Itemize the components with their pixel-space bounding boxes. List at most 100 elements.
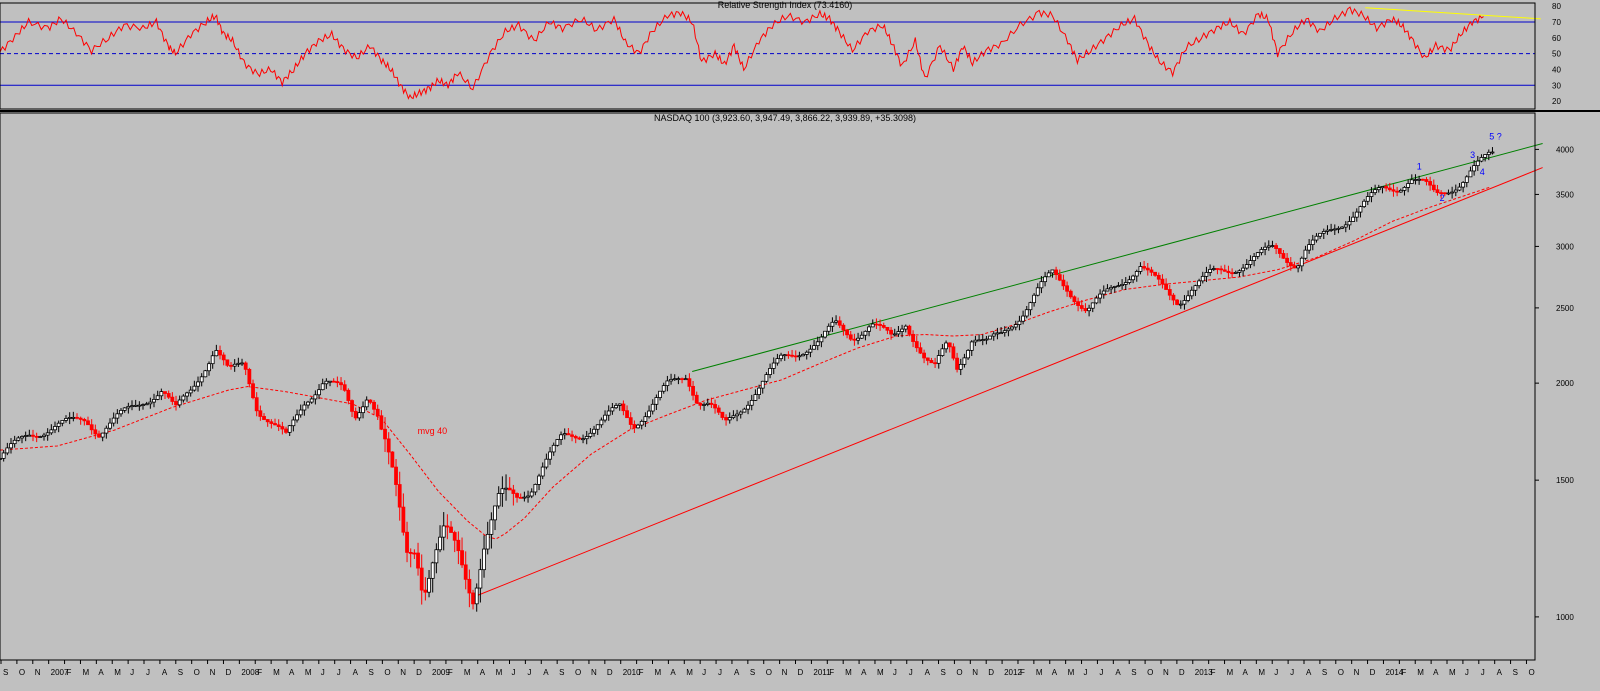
x-tick-label: J bbox=[146, 668, 150, 677]
candle-body bbox=[680, 378, 684, 381]
candle-body bbox=[650, 403, 655, 412]
candle-body bbox=[958, 363, 963, 370]
candle bbox=[1292, 261, 1297, 269]
candle-body bbox=[768, 368, 772, 375]
candle bbox=[632, 420, 637, 433]
x-tick-label: 2007 bbox=[51, 668, 69, 677]
candle bbox=[412, 549, 417, 559]
candle bbox=[20, 435, 24, 444]
candle bbox=[625, 405, 629, 419]
rsi-tick-label: 70 bbox=[1552, 18, 1561, 27]
candle-body bbox=[1204, 272, 1209, 277]
candle bbox=[196, 376, 200, 392]
candle bbox=[1211, 265, 1216, 271]
candle-body bbox=[56, 422, 61, 427]
candle bbox=[383, 417, 387, 452]
price-tick-label: 3000 bbox=[1556, 242, 1574, 251]
candle-body bbox=[742, 408, 747, 413]
candle-body bbox=[790, 354, 794, 357]
candle bbox=[1307, 239, 1312, 254]
candle-body bbox=[801, 354, 805, 357]
candle-body bbox=[188, 389, 193, 394]
candle-body bbox=[1450, 191, 1455, 194]
candle-body bbox=[819, 336, 824, 343]
candle bbox=[584, 430, 589, 445]
candle bbox=[1296, 264, 1301, 273]
candle bbox=[1237, 269, 1242, 277]
x-tick-label: F bbox=[639, 668, 644, 677]
candle-body bbox=[445, 525, 450, 528]
candle bbox=[1142, 260, 1146, 271]
candle-body bbox=[405, 531, 409, 553]
x-tick-label: O bbox=[194, 668, 200, 677]
candle-body bbox=[1043, 276, 1047, 283]
candle-body bbox=[302, 404, 307, 411]
candle bbox=[232, 359, 237, 372]
candle-body bbox=[67, 417, 72, 419]
candle bbox=[1145, 263, 1150, 276]
candle bbox=[1164, 278, 1169, 290]
candle bbox=[1332, 224, 1337, 235]
candle bbox=[834, 315, 838, 325]
candle bbox=[724, 414, 728, 426]
candle-body bbox=[1420, 178, 1425, 181]
candle bbox=[1376, 184, 1381, 193]
candle-body bbox=[709, 402, 714, 405]
candle-body bbox=[1244, 264, 1249, 269]
candle-body bbox=[298, 409, 303, 416]
candle bbox=[918, 342, 923, 355]
candle-body bbox=[658, 390, 662, 398]
candle-body bbox=[885, 326, 890, 331]
candle bbox=[1431, 179, 1436, 193]
candle-body bbox=[863, 330, 868, 336]
candle-body bbox=[698, 402, 703, 406]
candle bbox=[753, 389, 758, 401]
candle bbox=[434, 543, 439, 574]
x-tick-label: O bbox=[575, 668, 581, 677]
candle bbox=[375, 404, 380, 420]
candle-body bbox=[390, 451, 395, 468]
candle-body bbox=[1211, 268, 1216, 270]
candle bbox=[71, 411, 76, 422]
x-tick-label: D bbox=[607, 668, 613, 677]
candle bbox=[1439, 190, 1444, 199]
candle bbox=[1329, 223, 1334, 233]
candle bbox=[317, 384, 321, 400]
candle-body bbox=[1153, 271, 1158, 276]
candle-body bbox=[482, 548, 486, 571]
candle bbox=[23, 431, 28, 442]
candle-body bbox=[291, 419, 296, 427]
candle bbox=[1373, 184, 1378, 196]
candle-body bbox=[20, 436, 24, 439]
candle bbox=[852, 333, 857, 346]
trendline-upper bbox=[692, 143, 1543, 373]
candle-body bbox=[867, 326, 871, 332]
candle bbox=[1222, 264, 1227, 272]
candle bbox=[614, 403, 618, 410]
x-tick-label: M bbox=[82, 668, 89, 677]
candle-body bbox=[969, 341, 974, 351]
candle-body bbox=[1094, 297, 1099, 304]
candle-body bbox=[427, 577, 431, 593]
candle-body bbox=[23, 435, 28, 437]
candle-body bbox=[1197, 280, 1202, 287]
candle bbox=[1420, 178, 1425, 181]
candle bbox=[82, 417, 87, 426]
candle bbox=[709, 397, 714, 409]
candle-body bbox=[1208, 268, 1213, 273]
candle bbox=[790, 349, 794, 358]
candle-body bbox=[1072, 296, 1077, 303]
candle bbox=[716, 405, 721, 416]
candle-body bbox=[1054, 269, 1058, 276]
candle bbox=[991, 331, 996, 341]
candle bbox=[350, 399, 354, 418]
candle bbox=[1046, 270, 1051, 278]
candle bbox=[295, 409, 299, 423]
candle-body bbox=[1325, 229, 1330, 232]
candle-body bbox=[38, 436, 43, 438]
candle bbox=[463, 551, 468, 590]
candle bbox=[1464, 175, 1469, 188]
candle-body bbox=[423, 589, 428, 593]
candle-body bbox=[419, 567, 424, 591]
candle-body bbox=[515, 493, 519, 498]
